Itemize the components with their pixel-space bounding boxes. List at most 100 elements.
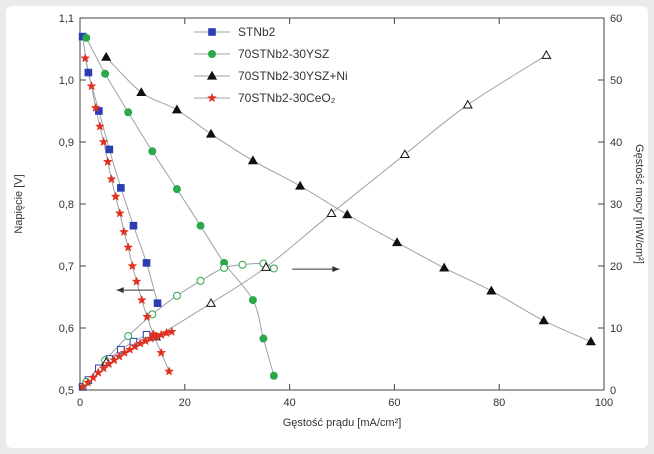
power-curve-3	[79, 331, 172, 391]
power-point	[124, 332, 133, 341]
voltage-point	[248, 296, 257, 305]
voltage-point	[80, 53, 91, 63]
right-axis-arrow-head	[332, 266, 340, 273]
voltage-point	[86, 80, 97, 91]
voltage-point	[148, 147, 157, 156]
polarization-chart: 0 20 40 60 80 100 0,5 0,6 0,7 0,8 0,9 1,0 1,1 0 10 20 30…	[13, 13, 645, 429]
voltage-point	[90, 102, 101, 113]
y-right-tick-label: 10	[610, 323, 622, 335]
voltage-curve-1	[85, 37, 275, 376]
power-point	[166, 326, 177, 336]
x-tick-label: 80	[493, 397, 505, 409]
voltage-point	[136, 294, 147, 305]
legend-label-0: STNb2	[238, 25, 276, 39]
voltage-point	[106, 174, 117, 184]
legend-label-1: 70STNb2-30YSZ	[238, 47, 329, 61]
y-left-tick-label: 1,1	[59, 13, 74, 25]
x-axis-title: Gęstość prądu [mA/cm²]	[283, 417, 402, 429]
voltage-point	[172, 185, 181, 194]
voltage-point	[342, 209, 353, 219]
voltage-point	[538, 315, 549, 325]
voltage-point	[124, 108, 133, 117]
voltage-point	[127, 260, 138, 271]
y-right-tick-label: 20	[610, 261, 622, 273]
y-left-tick-label: 0,7	[59, 261, 74, 273]
y-right-tick-label: 50	[610, 75, 622, 87]
y-right-tick-label: 40	[610, 137, 622, 149]
chart-card: 0 20 40 60 80 100 0,5 0,6 0,7 0,8 0,9 1,0 1,1 0 10 20 30…	[6, 6, 648, 448]
power-point	[269, 264, 278, 273]
voltage-point	[391, 237, 403, 247]
power-point	[260, 262, 272, 271]
voltage-point	[84, 68, 93, 77]
power-point	[172, 291, 181, 300]
data-markers	[77, 32, 596, 392]
y-right-tick-label: 30	[610, 199, 622, 211]
voltage-point	[105, 145, 114, 154]
voltage-point	[123, 242, 134, 252]
voltage-point	[136, 87, 147, 97]
x-tick-label: 100	[595, 397, 613, 409]
voltage-point	[295, 180, 306, 190]
voltage-point	[102, 156, 113, 167]
power-point	[238, 260, 247, 269]
voltage-point	[156, 347, 167, 357]
power-point	[399, 149, 410, 159]
voltage-point	[247, 155, 258, 165]
power-point	[205, 297, 217, 307]
x-tick-label: 60	[388, 397, 400, 409]
power-point	[196, 276, 205, 285]
legend: STNb2 70STNb2-30YSZ 70STNb2-30YSZ+Ni 70STNb…	[194, 25, 348, 105]
left-axis-arrow-head	[116, 287, 124, 294]
voltage-point	[119, 226, 129, 237]
y-right-tick-label: 0	[610, 385, 616, 397]
y-left-tick-label: 0,8	[59, 199, 74, 211]
voltage-point	[117, 184, 125, 192]
voltage-point	[82, 33, 91, 42]
x-tick-label: 40	[283, 397, 295, 409]
y-left-tick-label: 1,0	[59, 75, 74, 87]
voltage-point	[129, 221, 138, 230]
legend-marker-1	[208, 50, 216, 58]
y-right-axis-title: Gęstość mocy [mW/cm²]	[633, 144, 645, 264]
voltage-point	[259, 334, 268, 343]
voltage-point	[153, 299, 162, 307]
legend-marker-3	[207, 92, 217, 103]
legend-marker-2	[206, 70, 218, 80]
legend-label-2: 70STNb2-30YSZ+Ni	[238, 69, 348, 83]
voltage-point	[94, 121, 105, 131]
voltage-point	[205, 128, 217, 138]
voltage-point	[142, 259, 151, 267]
power-point	[88, 372, 99, 382]
voltage-point	[171, 104, 183, 114]
power-point	[541, 49, 552, 59]
y-left-tick-label: 0,6	[59, 323, 74, 335]
axis-ticks: 0 20 40 60 80 100 0,5 0,6 0,7 0,8 0,9 1,0 1,1 0 10 20 30…	[59, 13, 623, 409]
voltage-point	[98, 136, 109, 147]
y-left-tick-label: 0,9	[59, 137, 74, 149]
y-right-tick-label: 60	[610, 13, 622, 25]
voltage-point	[101, 69, 110, 78]
x-tick-label: 0	[77, 397, 83, 409]
legend-label-3: 70STNb2-30CeO₂	[238, 91, 336, 105]
voltage-point	[585, 336, 596, 346]
voltage-point	[114, 208, 125, 218]
x-tick-label: 20	[179, 397, 191, 409]
axis-arrows	[116, 266, 340, 294]
legend-marker-0	[208, 28, 216, 36]
voltage-point	[164, 366, 175, 376]
voltage-point	[142, 311, 153, 322]
voltage-point	[101, 51, 112, 61]
voltage-point	[486, 285, 497, 295]
y-left-axis-title: Napięcie [V]	[13, 174, 25, 233]
power-point	[82, 377, 93, 387]
power-point	[462, 99, 473, 109]
y-left-tick-label: 0,5	[59, 385, 74, 397]
voltage-point	[196, 221, 205, 230]
voltage-point	[439, 262, 450, 272]
voltage-point	[110, 191, 121, 201]
voltage-point	[269, 371, 278, 380]
voltage-point	[131, 276, 142, 286]
power-point	[142, 331, 151, 339]
power-point	[326, 208, 337, 217]
